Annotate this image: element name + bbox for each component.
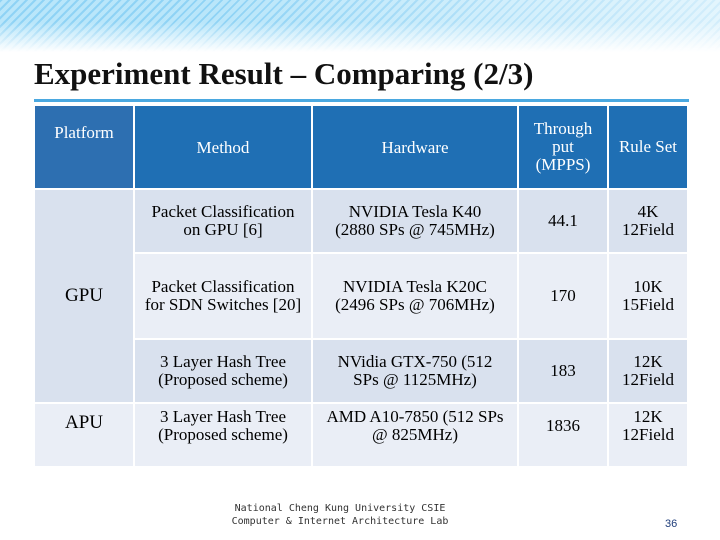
method-cell: Packet Classification on GPU [6]	[135, 190, 313, 254]
hardware-cell: NVIDIA Tesla K40 (2880 SPs @ 745MHz)	[313, 190, 519, 254]
throughput-cell: 183	[519, 340, 609, 404]
header-platform: Platform	[35, 106, 135, 190]
header-ruleset: Rule Set	[609, 106, 689, 190]
footer-line-lab: Computer & Internet Architecture Lab	[231, 516, 449, 527]
footer-affiliation: National Cheng Kung University CSIE Comp…	[0, 502, 680, 528]
header-hardware: Hardware	[313, 106, 519, 190]
table-row: APU 3 Layer Hash Tree (Proposed scheme) …	[35, 404, 689, 468]
hardware-cell: NVIDIA Tesla K20C (2496 SPs @ 706MHz)	[313, 254, 519, 340]
method-cell: 3 Layer Hash Tree (Proposed scheme)	[135, 340, 313, 404]
method-cell: 3 Layer Hash Tree (Proposed scheme)	[135, 404, 313, 468]
table-row: Packet Classification for SDN Switches […	[35, 254, 689, 340]
header-throughput: Through put (MPPS)	[519, 106, 609, 190]
hardware-cell: NVidia GTX-750 (512 SPs @ 1125MHz)	[313, 340, 519, 404]
header-method: Method	[135, 106, 313, 190]
hardware-cell: AMD A10-7850 (512 SPs @ 825MHz)	[313, 404, 519, 468]
platform-apu: APU	[35, 404, 135, 468]
method-cell: Packet Classification for SDN Switches […	[135, 254, 313, 340]
results-table: Platform Method Hardware Through put (MP…	[35, 106, 689, 468]
footer-line-university: National Cheng Kung University CSIE	[234, 503, 446, 514]
throughput-cell: 1836	[519, 404, 609, 468]
throughput-cell: 44.1	[519, 190, 609, 254]
platform-gpu: GPU	[35, 190, 135, 404]
slide-title: Experiment Result – Comparing (2/3)	[34, 56, 534, 91]
title-underline	[34, 99, 689, 102]
table-header-row: Platform Method Hardware Through put (MP…	[35, 106, 689, 190]
page-number: 36	[665, 518, 678, 530]
table-row: 3 Layer Hash Tree (Proposed scheme) NVid…	[35, 340, 689, 404]
throughput-cell: 170	[519, 254, 609, 340]
decorative-top-band	[0, 0, 720, 52]
ruleset-cell: 12K 12Field	[609, 404, 689, 468]
ruleset-cell: 4K 12Field	[609, 190, 689, 254]
table-row: GPU Packet Classification on GPU [6] NVI…	[35, 190, 689, 404]
ruleset-cell: 10K 15Field	[609, 254, 689, 340]
ruleset-cell: 12K 12Field	[609, 340, 689, 404]
